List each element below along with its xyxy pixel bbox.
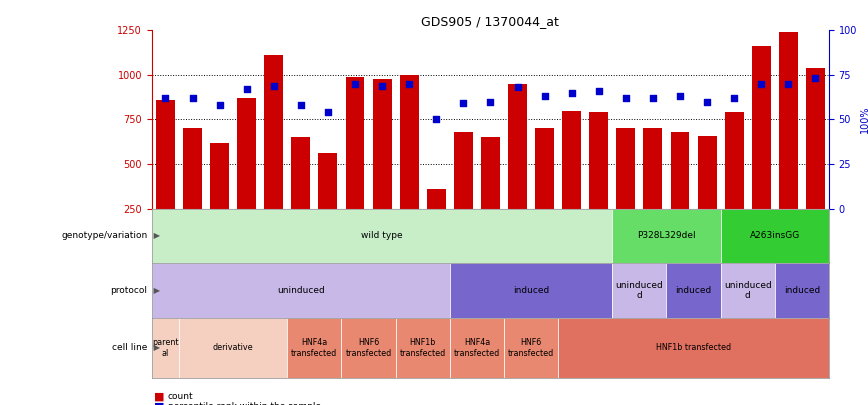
Point <box>213 102 227 109</box>
Point <box>754 81 768 87</box>
Text: uninduced
d: uninduced d <box>615 281 663 300</box>
Bar <box>345 77 365 209</box>
Bar <box>210 143 229 209</box>
Point <box>483 98 497 105</box>
Bar <box>720 209 829 263</box>
Text: uninduced: uninduced <box>277 286 325 295</box>
Point <box>266 82 280 89</box>
Text: ■: ■ <box>154 391 164 401</box>
Point <box>700 98 714 105</box>
Point <box>186 95 200 101</box>
Text: derivative: derivative <box>213 343 253 352</box>
Bar <box>319 153 338 209</box>
Text: genotype/variation: genotype/variation <box>62 231 148 241</box>
Bar <box>450 263 612 318</box>
Bar <box>156 100 175 209</box>
Point <box>321 109 335 115</box>
Text: induced: induced <box>513 286 549 295</box>
Bar <box>670 132 689 209</box>
Bar <box>589 112 608 209</box>
Bar <box>612 263 667 318</box>
Bar <box>152 263 450 318</box>
Bar <box>779 32 798 209</box>
Bar <box>179 318 287 378</box>
Text: ▶: ▶ <box>151 286 161 295</box>
Point <box>510 84 524 91</box>
Text: wild type: wild type <box>361 231 403 241</box>
Bar <box>152 209 612 263</box>
Text: uninduced
d: uninduced d <box>724 281 772 300</box>
Point <box>240 86 253 92</box>
Point <box>537 93 551 100</box>
Bar <box>612 209 720 263</box>
Bar <box>152 318 179 378</box>
Point <box>808 75 822 82</box>
Bar <box>562 111 582 209</box>
Text: HNF1b
transfected: HNF1b transfected <box>399 338 446 358</box>
Point <box>294 102 308 109</box>
Point <box>159 95 173 101</box>
Point <box>430 116 444 123</box>
Point <box>348 81 362 87</box>
Bar <box>667 263 720 318</box>
Bar <box>396 318 450 378</box>
Point <box>402 81 416 87</box>
Bar <box>504 318 558 378</box>
Bar <box>237 98 256 209</box>
Text: HNF1b transfected: HNF1b transfected <box>656 343 731 352</box>
Bar <box>558 318 829 378</box>
Bar <box>264 55 283 209</box>
Point <box>457 100 470 107</box>
Text: ■: ■ <box>154 401 164 405</box>
Point <box>565 90 579 96</box>
Text: ▶: ▶ <box>151 343 161 352</box>
Text: HNF4a
transfected: HNF4a transfected <box>292 338 338 358</box>
Bar <box>341 318 396 378</box>
Point <box>727 95 741 101</box>
Text: parent
al: parent al <box>152 338 179 358</box>
Bar <box>616 128 635 209</box>
Point <box>375 82 389 89</box>
Point <box>619 95 633 101</box>
Text: HNF6
transfected: HNF6 transfected <box>345 338 391 358</box>
Bar <box>454 132 473 209</box>
Bar <box>752 45 771 209</box>
Text: percentile rank within the sample: percentile rank within the sample <box>168 402 320 405</box>
Bar <box>292 137 311 209</box>
Y-axis label: 100%: 100% <box>860 106 868 133</box>
Bar <box>183 128 202 209</box>
Text: count: count <box>168 392 194 401</box>
Point <box>646 95 660 101</box>
Bar <box>508 84 527 209</box>
Bar <box>450 318 504 378</box>
Bar <box>427 189 446 209</box>
Bar <box>725 112 744 209</box>
Text: HNF4a
transfected: HNF4a transfected <box>454 338 500 358</box>
Bar <box>481 137 500 209</box>
Bar <box>643 128 662 209</box>
Bar <box>399 75 418 209</box>
Text: cell line: cell line <box>112 343 148 352</box>
Bar <box>535 128 554 209</box>
Text: HNF6
transfected: HNF6 transfected <box>508 338 554 358</box>
Title: GDS905 / 1370044_at: GDS905 / 1370044_at <box>422 15 559 28</box>
Text: protocol: protocol <box>110 286 148 295</box>
Point <box>673 93 687 100</box>
Text: P328L329del: P328L329del <box>637 231 696 241</box>
Bar <box>372 79 391 209</box>
Text: induced: induced <box>784 286 820 295</box>
Bar <box>698 136 717 209</box>
Text: induced: induced <box>675 286 712 295</box>
Bar <box>287 318 341 378</box>
Text: A263insGG: A263insGG <box>750 231 800 241</box>
Point <box>781 81 795 87</box>
Point <box>592 88 606 94</box>
Bar <box>775 263 829 318</box>
Bar <box>806 68 825 209</box>
Text: ▶: ▶ <box>151 231 161 241</box>
Bar <box>720 263 775 318</box>
